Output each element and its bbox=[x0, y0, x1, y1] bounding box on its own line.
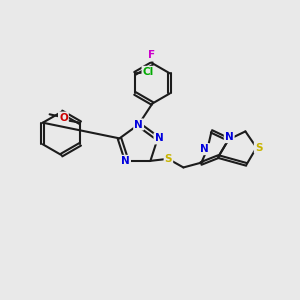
Text: N: N bbox=[154, 134, 163, 143]
Text: N: N bbox=[225, 132, 234, 142]
Text: N: N bbox=[121, 156, 130, 166]
Text: Cl: Cl bbox=[142, 67, 154, 77]
Text: N: N bbox=[200, 144, 209, 154]
Text: O: O bbox=[59, 112, 68, 123]
Text: F: F bbox=[148, 50, 155, 61]
Text: S: S bbox=[255, 142, 262, 153]
Text: N: N bbox=[134, 119, 143, 130]
Text: S: S bbox=[165, 154, 172, 164]
